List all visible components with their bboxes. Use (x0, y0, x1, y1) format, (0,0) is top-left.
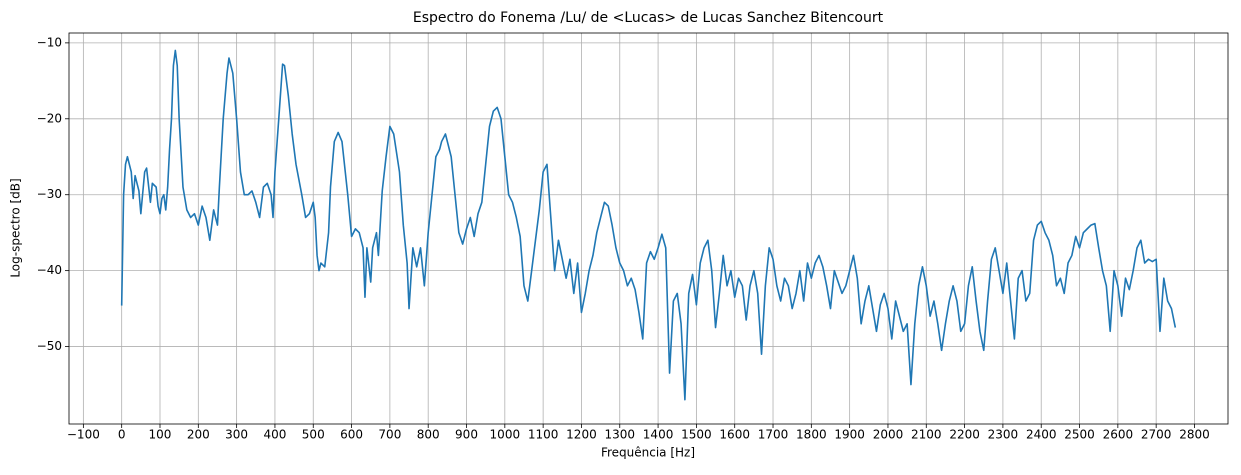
x-tick-label: 1100 (528, 428, 559, 442)
x-tick-label: 700 (378, 428, 401, 442)
x-tick-label: 1000 (490, 428, 521, 442)
y-tick-label: −10 (37, 35, 62, 49)
x-tick-label: 2000 (873, 428, 904, 442)
x-tick-label: 900 (455, 428, 478, 442)
x-tick-label: 2700 (1141, 428, 1172, 442)
x-tick-label: 1200 (566, 428, 597, 442)
x-tick-label: 2100 (911, 428, 942, 442)
x-tick-label: 200 (187, 428, 210, 442)
x-tick-label: 1900 (834, 428, 865, 442)
y-axis-label: Log-spectro [dB] (9, 178, 23, 277)
x-axis-label: Frequência [Hz] (601, 446, 695, 460)
x-tick-label: 1600 (719, 428, 750, 442)
y-tick-label: −30 (37, 187, 62, 201)
x-tick-label: 2600 (1103, 428, 1134, 442)
x-tick-label: 400 (263, 428, 286, 442)
x-tick-label: −100 (67, 428, 100, 442)
x-tick-label: 100 (149, 428, 172, 442)
x-tick-label: 2500 (1064, 428, 1095, 442)
x-tick-label: 500 (302, 428, 325, 442)
x-tick-label: 2300 (988, 428, 1019, 442)
x-tick-label: 300 (225, 428, 248, 442)
x-tick-label: 1700 (758, 428, 789, 442)
plot-frame (68, 32, 1229, 425)
spectrum-line (120, 49, 1177, 401)
x-tick-label: 1300 (604, 428, 635, 442)
x-tick-label: 800 (417, 428, 440, 442)
x-tick-label: 2200 (949, 428, 980, 442)
x-tick-label: 2400 (1026, 428, 1057, 442)
y-tick-label: −50 (37, 339, 62, 353)
x-tick-label: 2800 (1179, 428, 1210, 442)
x-tick-label: 1800 (796, 428, 827, 442)
x-tick-label: 1500 (681, 428, 712, 442)
x-tick-label: 1400 (643, 428, 674, 442)
chart-title: Espectro do Fonema /Lu/ de <Lucas> de Lu… (413, 10, 884, 26)
y-tick-label: −20 (37, 111, 62, 125)
x-tick-label: 0 (118, 428, 126, 442)
x-tick-label: 600 (340, 428, 363, 442)
y-tick-label: −40 (37, 263, 62, 277)
